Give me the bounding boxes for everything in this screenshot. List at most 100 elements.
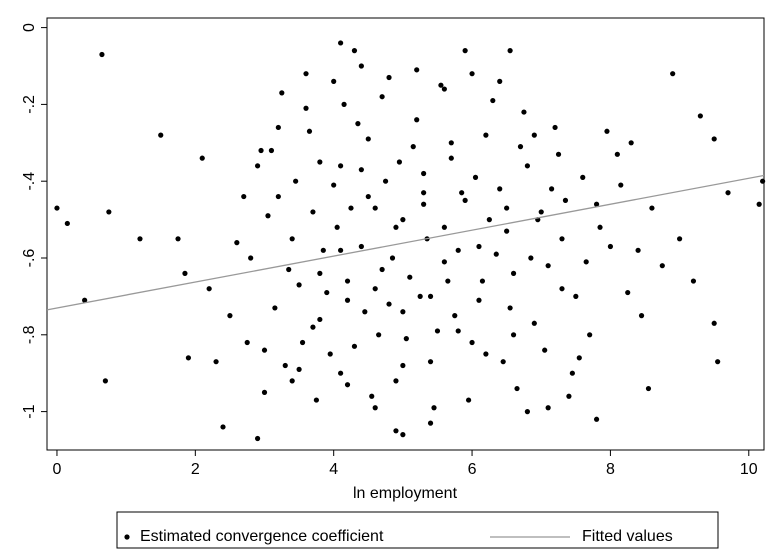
point	[258, 147, 264, 154]
point	[497, 78, 503, 84]
point	[462, 48, 468, 54]
point	[365, 136, 371, 142]
point	[213, 359, 219, 365]
point	[82, 297, 88, 303]
point	[524, 163, 530, 169]
point	[638, 313, 645, 319]
point	[659, 263, 665, 269]
point	[334, 224, 340, 230]
point	[580, 174, 586, 180]
point	[324, 289, 330, 296]
y-tick-label: -.8	[21, 325, 38, 344]
point	[327, 351, 333, 357]
point	[158, 132, 164, 138]
point	[400, 309, 406, 315]
point	[559, 286, 565, 292]
point	[99, 51, 105, 58]
point	[559, 236, 565, 242]
point	[261, 389, 268, 395]
point	[299, 339, 306, 346]
point	[234, 240, 240, 246]
point	[344, 278, 351, 284]
point	[507, 305, 513, 311]
point	[528, 255, 534, 261]
point	[282, 362, 288, 369]
point	[645, 385, 652, 392]
x-axis-label: ln employment	[353, 485, 458, 502]
point	[137, 236, 143, 242]
point	[597, 224, 603, 230]
point	[296, 282, 302, 288]
point	[338, 40, 344, 46]
point	[500, 359, 506, 365]
point	[351, 343, 358, 349]
point	[331, 182, 337, 188]
point	[289, 236, 295, 242]
point	[306, 128, 313, 134]
point	[279, 90, 285, 96]
point	[275, 193, 281, 200]
point	[649, 205, 655, 211]
point	[690, 278, 697, 284]
point	[510, 270, 517, 276]
point	[614, 151, 620, 157]
point	[566, 393, 572, 399]
point	[320, 247, 326, 253]
point	[199, 155, 205, 161]
point	[583, 259, 589, 265]
point	[538, 209, 544, 215]
point	[469, 71, 475, 77]
point	[504, 205, 510, 211]
point	[545, 263, 551, 269]
point	[618, 182, 624, 188]
point	[344, 297, 351, 303]
point	[569, 370, 575, 376]
point	[469, 339, 475, 346]
point	[358, 63, 364, 69]
point	[317, 159, 323, 165]
point	[407, 274, 413, 280]
y-tick-label: -1	[21, 404, 38, 418]
point	[358, 167, 364, 173]
point	[275, 124, 281, 131]
point	[372, 286, 378, 292]
point	[452, 313, 458, 319]
point	[549, 186, 555, 192]
fitted-line	[46, 174, 765, 311]
point	[338, 370, 344, 376]
point	[296, 366, 302, 372]
point	[514, 385, 520, 392]
point	[711, 136, 717, 142]
point	[670, 71, 676, 77]
point	[369, 393, 375, 399]
point	[358, 243, 364, 250]
point	[393, 224, 399, 230]
x-tick-label: 6	[468, 461, 477, 478]
point	[341, 101, 347, 107]
point	[313, 397, 319, 403]
point	[241, 193, 247, 200]
point	[472, 174, 479, 180]
point	[272, 305, 278, 311]
point	[389, 255, 396, 261]
point	[455, 328, 461, 334]
plot-frame	[46, 17, 765, 451]
point	[261, 347, 268, 353]
point	[697, 113, 703, 119]
point	[372, 405, 378, 411]
point	[379, 94, 385, 100]
point	[254, 163, 261, 169]
point	[459, 190, 465, 196]
point	[286, 266, 292, 273]
point	[517, 144, 524, 150]
point	[421, 201, 427, 207]
point	[410, 144, 416, 150]
legend-box	[116, 511, 719, 549]
y-tick-label: -.6	[21, 249, 38, 268]
point	[421, 170, 427, 177]
point	[434, 328, 441, 334]
point	[507, 48, 513, 54]
point	[427, 293, 434, 299]
point	[593, 201, 600, 207]
y-tick-label: 0	[21, 23, 38, 32]
